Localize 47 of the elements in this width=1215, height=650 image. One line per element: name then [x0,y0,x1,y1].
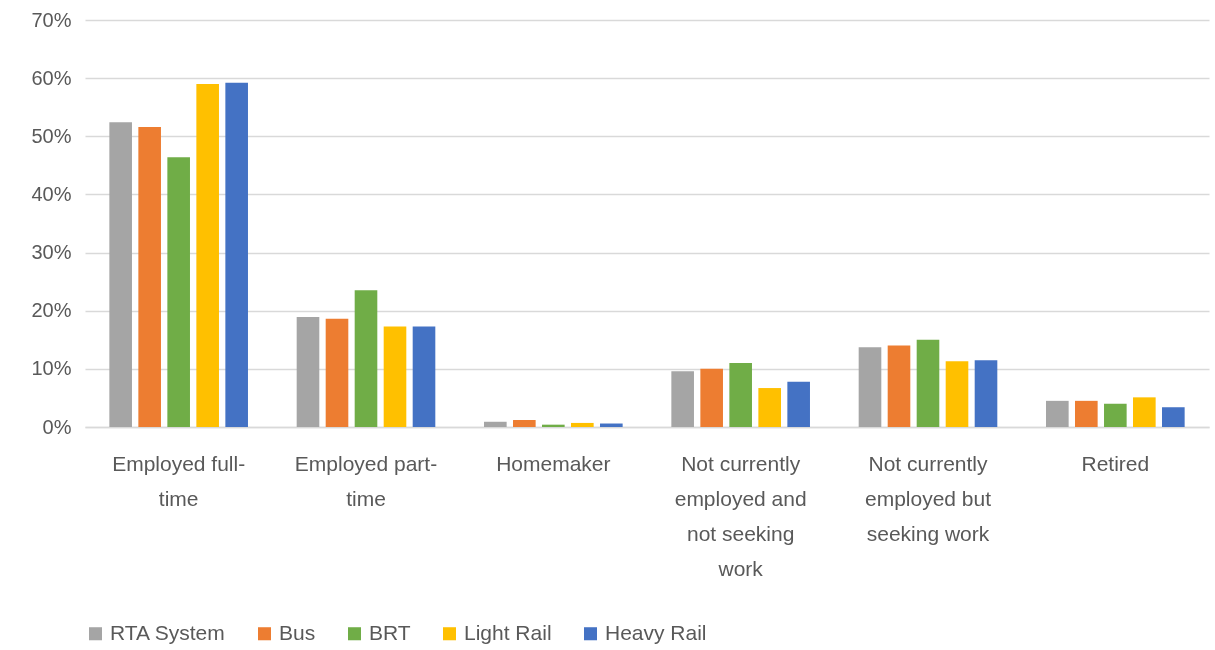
bar [383,326,407,427]
bar [787,381,810,427]
bar [858,347,882,427]
bar [1104,403,1127,427]
y-tick-label: 60% [31,66,72,89]
x-tick-label: Homemaker [496,451,611,475]
bar [887,345,911,427]
legend-label: BRT [369,620,411,644]
bar [1046,400,1069,427]
x-tick-label: Employed part-time [294,451,438,510]
y-tick-label: 30% [31,241,72,264]
bar [167,157,190,427]
bar [109,122,132,427]
legend-label: Heavy Rail [605,620,707,644]
bar [671,371,694,427]
bar [700,368,723,427]
legend-label: RTA System [110,620,225,644]
bar [296,317,320,427]
bar [974,360,998,427]
bar [945,361,969,427]
x-tick-label: Employed full-time [112,451,246,510]
bar [1162,407,1185,427]
bar [412,326,436,427]
bar [916,339,940,427]
bar [354,290,378,427]
bar [513,420,536,427]
bar [484,421,507,427]
bar [729,363,752,427]
y-tick-label: 10% [31,357,72,380]
bar [1075,400,1098,427]
bar [758,388,781,427]
bar [138,126,161,427]
x-tick-label: Retired [1081,451,1150,475]
x-tick-label: Not currently employed but seeking work [864,451,992,545]
y-tick-label: 20% [31,299,72,322]
bar [196,83,219,427]
y-tick-label: 0% [42,415,72,438]
y-tick-label: 40% [31,182,72,205]
bar [225,82,248,427]
y-tick-label: 50% [31,124,72,147]
legend-label: Bus [279,620,316,644]
bar [571,422,594,427]
x-tick-label: Not currently employed and not seeking work [674,451,807,580]
y-tick-label: 70% [31,8,72,31]
bar [1133,397,1156,427]
bar [325,318,349,427]
legend-label: Light Rail [464,620,552,644]
